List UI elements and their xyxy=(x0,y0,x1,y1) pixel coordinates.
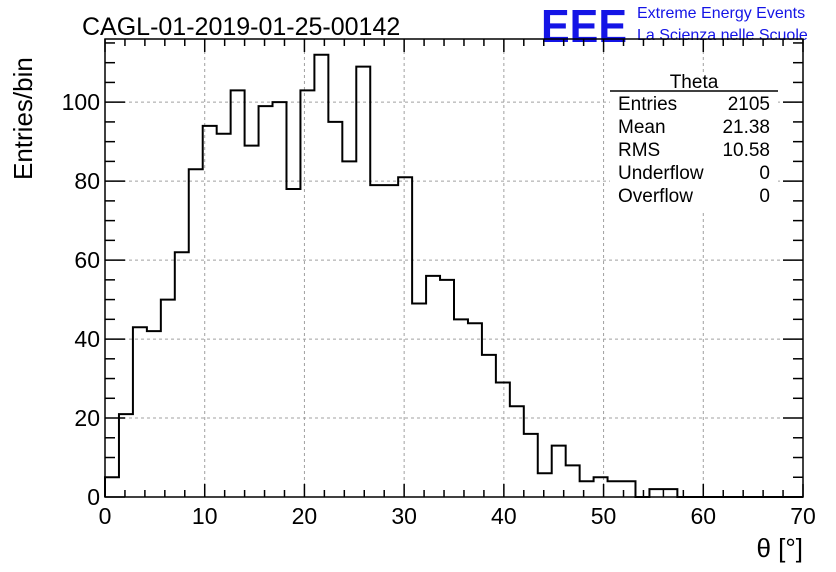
histogram-bin xyxy=(370,185,384,497)
stats-box-name: Theta xyxy=(670,72,719,93)
histogram-bin xyxy=(119,414,133,497)
x-tick-label: 70 xyxy=(790,503,816,529)
histogram-bin xyxy=(328,122,342,497)
histogram-outline xyxy=(104,53,803,498)
stats-row-value: 10.58 xyxy=(722,140,770,161)
y-tick-label: 100 xyxy=(62,89,100,115)
histogram-bin xyxy=(356,67,370,497)
histogram-bin xyxy=(398,177,412,497)
eee-logo: EEE Extreme Energy Events La Scienza nel… xyxy=(541,0,808,52)
histogram-bin xyxy=(538,473,552,497)
histogram-bin xyxy=(566,465,580,497)
stats-row-label: Underflow xyxy=(618,163,704,184)
stats-row-value: 0 xyxy=(759,163,770,184)
stats-row-value: 2105 xyxy=(728,94,770,115)
chart-title: CAGL-01-2019-01-25-00142 xyxy=(82,13,400,41)
stats-row-value: 21.38 xyxy=(722,117,770,138)
histogram-bin xyxy=(594,477,608,497)
histogram-bin xyxy=(161,300,175,497)
y-tick-label: 0 xyxy=(87,484,100,510)
histogram-bin xyxy=(482,355,496,497)
x-tick-label: 30 xyxy=(391,503,417,529)
histogram-bin xyxy=(133,327,147,497)
histogram-bin xyxy=(273,102,287,497)
x-tick-label: 60 xyxy=(690,503,716,529)
y-tick-label: 20 xyxy=(74,405,100,431)
histogram-bin xyxy=(189,169,203,497)
x-tick-label: 0 xyxy=(99,503,112,529)
histogram-bin xyxy=(663,489,677,497)
y-tick-label: 60 xyxy=(74,247,100,273)
x-tick-label: 50 xyxy=(591,503,617,529)
histogram-bin xyxy=(580,481,594,497)
x-tick-label: 20 xyxy=(292,503,318,529)
histogram-bin xyxy=(412,304,426,497)
stats-row-label: Entries xyxy=(618,94,677,115)
histogram-bin xyxy=(468,323,482,497)
logo-line-2: La Scienza nelle Scuole xyxy=(637,27,808,44)
x-tick-label: 40 xyxy=(491,503,517,529)
histogram-bin xyxy=(384,185,398,497)
y-tick-label: 40 xyxy=(74,326,100,352)
histogram-bin xyxy=(454,319,468,497)
histogram xyxy=(104,53,803,498)
histogram-bin xyxy=(231,90,245,497)
histogram-bin xyxy=(496,383,510,498)
histogram-bin xyxy=(245,146,259,497)
histogram-bin xyxy=(217,134,231,497)
stats-row-label: RMS xyxy=(618,140,660,161)
x-tick-label: 10 xyxy=(192,503,218,529)
y-tick-labels: 0 20 40 60 80 100 xyxy=(62,89,100,510)
histogram-bin xyxy=(259,106,273,497)
histogram-bin xyxy=(175,252,189,497)
histogram-bin xyxy=(314,55,328,497)
y-tick-label: 80 xyxy=(74,168,100,194)
histogram-bin xyxy=(286,189,300,497)
grid-lines xyxy=(105,39,803,497)
histogram-bin xyxy=(342,161,356,497)
stats-box-background xyxy=(610,72,778,210)
stats-box: Theta Entries 2105 Mean 21.38 RMS 10.58 Underf… xyxy=(610,72,778,210)
plot-frame xyxy=(104,38,804,498)
histogram-bin xyxy=(608,481,622,497)
histogram-bin xyxy=(426,276,440,497)
stats-row-value: 0 xyxy=(759,186,770,207)
histogram-bin xyxy=(440,280,454,497)
stats-row-label: Mean xyxy=(618,117,666,138)
histogram-bin xyxy=(524,434,538,497)
logo-line-1: Extreme Energy Events xyxy=(637,5,805,22)
histogram-bin xyxy=(147,331,161,497)
histogram-bin xyxy=(300,90,314,497)
x-axis-label: θ [°] xyxy=(756,533,803,563)
histogram-bin xyxy=(649,489,663,497)
histogram-bin xyxy=(552,446,566,497)
histogram-bin xyxy=(510,406,524,497)
x-tick-labels: 0 10 20 30 40 50 60 70 xyxy=(99,503,816,529)
histogram-bin xyxy=(105,477,119,497)
y-axis-label: Entries/bin xyxy=(8,57,38,180)
stats-row-label: Overflow xyxy=(618,186,693,207)
axis-ticks xyxy=(104,39,804,498)
